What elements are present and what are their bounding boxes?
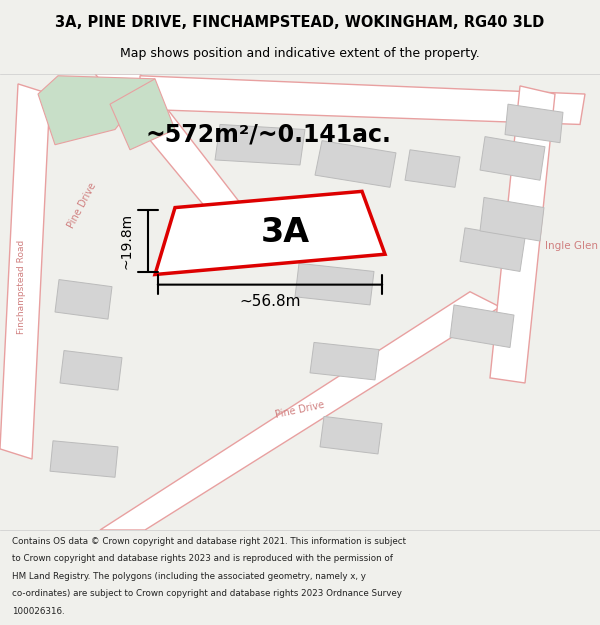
Text: ~56.8m: ~56.8m (239, 294, 301, 309)
Polygon shape (0, 84, 50, 459)
Polygon shape (505, 104, 563, 142)
Text: to Crown copyright and database rights 2023 and is reproduced with the permissio: to Crown copyright and database rights 2… (12, 554, 393, 563)
Polygon shape (95, 74, 250, 231)
Polygon shape (460, 228, 525, 271)
Text: Contains OS data © Crown copyright and database right 2021. This information is : Contains OS data © Crown copyright and d… (12, 537, 406, 546)
Text: Finchampstead Road: Finchampstead Road (17, 239, 26, 334)
Text: HM Land Registry. The polygons (including the associated geometry, namely x, y: HM Land Registry. The polygons (includin… (12, 572, 366, 581)
Polygon shape (490, 86, 555, 383)
Text: 100026316.: 100026316. (12, 607, 65, 616)
Polygon shape (38, 76, 155, 145)
Polygon shape (310, 342, 379, 380)
Polygon shape (50, 441, 118, 478)
Polygon shape (405, 150, 460, 188)
Polygon shape (110, 79, 175, 150)
Polygon shape (155, 191, 385, 274)
Text: Map shows position and indicative extent of the property.: Map shows position and indicative extent… (120, 47, 480, 59)
Polygon shape (60, 351, 122, 390)
Text: ~572m²/~0.141ac.: ~572m²/~0.141ac. (145, 122, 391, 147)
Text: co-ordinates) are subject to Crown copyright and database rights 2023 Ordnance S: co-ordinates) are subject to Crown copyr… (12, 589, 402, 598)
Polygon shape (480, 137, 545, 180)
Text: 3A, PINE DRIVE, FINCHAMPSTEAD, WOKINGHAM, RG40 3LD: 3A, PINE DRIVE, FINCHAMPSTEAD, WOKINGHAM… (55, 14, 545, 29)
Polygon shape (215, 124, 305, 165)
Text: 3A: 3A (260, 216, 310, 249)
Polygon shape (295, 263, 374, 305)
Polygon shape (480, 198, 544, 241)
Polygon shape (55, 279, 112, 319)
Text: Pine Drive: Pine Drive (66, 181, 98, 230)
Text: ~19.8m: ~19.8m (119, 213, 133, 269)
Polygon shape (315, 141, 396, 188)
Text: Pine Drive: Pine Drive (275, 400, 325, 421)
Polygon shape (450, 305, 514, 348)
Polygon shape (320, 416, 382, 454)
Polygon shape (140, 76, 585, 124)
Text: Ingle Glen: Ingle Glen (545, 241, 598, 251)
Polygon shape (100, 292, 500, 530)
